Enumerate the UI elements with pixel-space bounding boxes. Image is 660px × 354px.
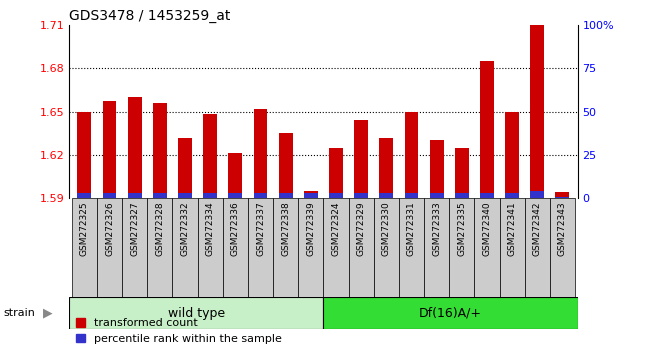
Bar xyxy=(455,193,469,198)
Text: GSM272336: GSM272336 xyxy=(231,201,240,256)
Bar xyxy=(128,97,142,198)
Bar xyxy=(69,297,323,329)
Bar xyxy=(405,112,418,198)
Bar xyxy=(500,198,525,297)
Bar xyxy=(348,198,374,297)
Text: GSM272337: GSM272337 xyxy=(256,201,265,256)
Bar xyxy=(550,198,575,297)
Bar xyxy=(103,193,116,198)
Bar xyxy=(103,101,116,198)
Bar xyxy=(525,198,550,297)
Bar xyxy=(279,133,292,198)
Bar xyxy=(405,193,418,198)
Bar xyxy=(203,114,217,198)
Legend: transformed count, percentile rank within the sample: transformed count, percentile rank withi… xyxy=(71,314,286,348)
Bar xyxy=(178,138,192,198)
Bar xyxy=(228,153,242,198)
Bar xyxy=(172,198,197,297)
Bar xyxy=(298,198,323,297)
Text: GSM272342: GSM272342 xyxy=(533,201,542,256)
Bar xyxy=(323,198,348,297)
Text: GSM272341: GSM272341 xyxy=(508,201,517,256)
Bar xyxy=(329,148,343,198)
Bar xyxy=(279,193,292,198)
Bar xyxy=(449,198,475,297)
Bar xyxy=(374,198,399,297)
Text: GSM272329: GSM272329 xyxy=(356,201,366,256)
Bar xyxy=(228,193,242,198)
Text: strain: strain xyxy=(3,308,35,318)
Bar xyxy=(531,25,544,198)
Bar xyxy=(304,193,317,198)
Text: GSM272340: GSM272340 xyxy=(482,201,492,256)
Bar xyxy=(430,193,444,198)
Bar xyxy=(253,109,267,198)
Bar xyxy=(97,198,122,297)
Text: GSM272331: GSM272331 xyxy=(407,201,416,256)
Bar xyxy=(77,193,91,198)
Bar xyxy=(153,193,167,198)
Bar xyxy=(424,198,449,297)
Bar xyxy=(248,198,273,297)
Text: ▶: ▶ xyxy=(43,307,53,320)
Bar xyxy=(128,193,142,198)
Text: GSM272339: GSM272339 xyxy=(306,201,315,256)
Bar xyxy=(475,198,500,297)
Bar xyxy=(77,112,91,198)
Bar xyxy=(455,148,469,198)
Bar xyxy=(197,198,223,297)
Text: GDS3478 / 1453259_at: GDS3478 / 1453259_at xyxy=(69,9,231,23)
Text: wild type: wild type xyxy=(168,307,225,320)
Bar xyxy=(178,193,192,198)
Bar xyxy=(556,196,570,198)
Bar xyxy=(323,297,578,329)
Bar xyxy=(430,141,444,198)
Bar xyxy=(253,193,267,198)
Bar xyxy=(379,193,393,198)
Text: GSM272330: GSM272330 xyxy=(381,201,391,256)
Text: GSM272326: GSM272326 xyxy=(105,201,114,256)
Bar xyxy=(203,193,217,198)
Text: GSM272327: GSM272327 xyxy=(130,201,139,256)
Bar xyxy=(505,193,519,198)
Bar xyxy=(223,198,248,297)
Text: Df(16)A/+: Df(16)A/+ xyxy=(419,307,482,320)
Bar xyxy=(556,193,570,198)
Bar xyxy=(153,103,167,198)
Text: GSM272338: GSM272338 xyxy=(281,201,290,256)
Bar xyxy=(273,198,298,297)
Bar xyxy=(122,198,147,297)
Bar xyxy=(480,61,494,198)
Text: GSM272343: GSM272343 xyxy=(558,201,567,256)
Text: GSM272332: GSM272332 xyxy=(181,201,189,256)
Bar xyxy=(480,193,494,198)
Text: GSM272335: GSM272335 xyxy=(457,201,466,256)
Bar xyxy=(147,198,172,297)
Bar xyxy=(505,112,519,198)
Bar xyxy=(304,191,317,198)
Bar xyxy=(72,198,97,297)
Bar xyxy=(379,138,393,198)
Text: GSM272328: GSM272328 xyxy=(155,201,164,256)
Text: GSM272324: GSM272324 xyxy=(331,201,341,256)
Bar xyxy=(354,120,368,198)
Bar xyxy=(531,191,544,198)
Bar xyxy=(329,193,343,198)
Text: GSM272333: GSM272333 xyxy=(432,201,441,256)
Bar xyxy=(399,198,424,297)
Text: GSM272334: GSM272334 xyxy=(206,201,214,256)
Text: GSM272325: GSM272325 xyxy=(80,201,89,256)
Bar xyxy=(354,193,368,198)
